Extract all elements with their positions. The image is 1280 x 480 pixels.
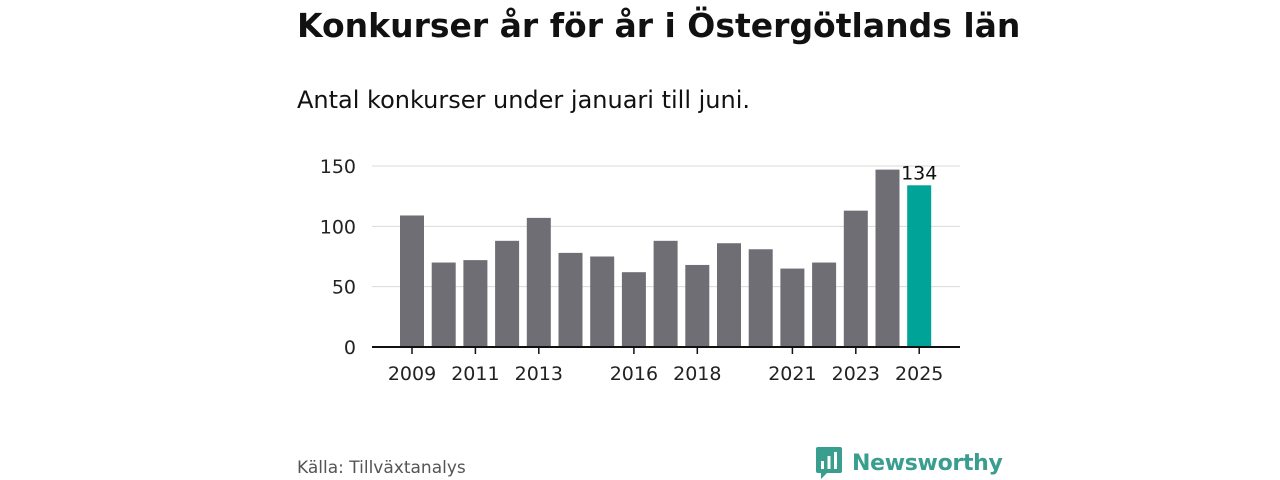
chart-title: Konkurser år för år i Östergötlands län [297,6,1021,45]
source-note: Källa: Tillväxtanalys [297,458,466,478]
bar [621,272,646,347]
brand-name: Newsworthy [852,450,1003,476]
bar [780,268,805,347]
x-tick-label: 2021 [768,363,816,385]
x-tick-label: 2025 [895,363,943,385]
bar [748,249,773,347]
bar [812,262,837,347]
x-tick-label: 2013 [515,363,563,385]
bar [653,240,678,347]
x-tick-label: 2018 [673,363,721,385]
bar [558,252,583,347]
x-tick-label: 2011 [451,363,499,385]
bar-chart-speech-bubble-icon [816,447,842,479]
bar [717,243,741,347]
bar [495,240,520,347]
bar [463,260,488,347]
bar [875,169,900,347]
x-tick-label: 2016 [610,363,658,385]
x-tick-label: 2009 [388,363,436,385]
bar [400,215,424,347]
bar-highlight [907,185,932,347]
y-tick-label: 50 [332,277,356,299]
bar [843,210,868,347]
newsworthy-logo: Newsworthy [815,446,1003,480]
y-tick-label: 100 [320,216,356,238]
y-tick-label: 0 [344,337,356,359]
chart-subtitle: Antal konkurser under januari till juni. [297,86,750,114]
bar [431,262,456,347]
bars [400,169,932,347]
x-axis-ticks: 2009 2011 2013 2016 2018 2021 2023 2025 [388,347,943,385]
x-tick-label: 2023 [832,363,880,385]
bar [526,217,551,347]
y-axis-ticks: 0 50 100 150 [320,156,356,359]
y-tick-label: 150 [320,156,356,178]
data-labels: 134 [901,162,937,184]
bar [685,264,710,347]
data-label: 134 [901,162,937,184]
bar [590,256,615,347]
